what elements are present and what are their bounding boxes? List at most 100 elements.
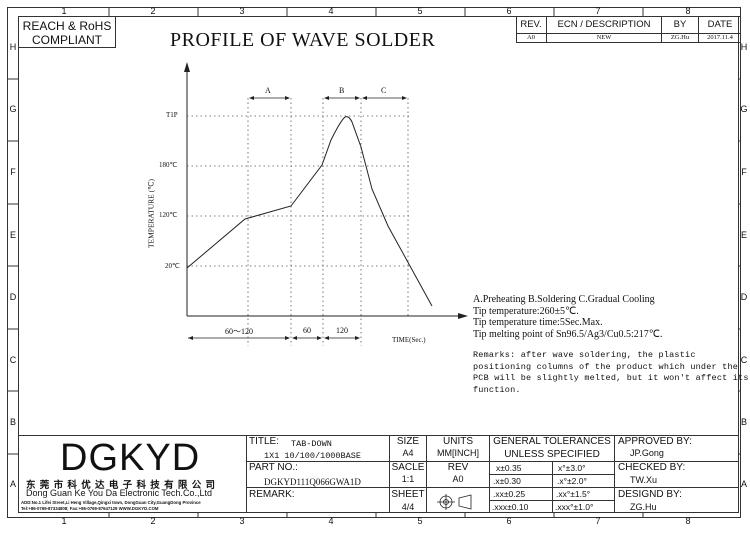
zone-col-8: 8 bbox=[685, 6, 691, 16]
zone-row-e-right: E bbox=[740, 230, 747, 240]
company-block: DGKYD 东 莞 市 科 优 达 电 子 科 技 有 限 公 司 Dong G… bbox=[18, 436, 246, 513]
rev-row-rev: A0 bbox=[527, 34, 535, 41]
checked-by-label: CHECKED BY: bbox=[618, 462, 686, 473]
zone-col-2-bottom: 2 bbox=[150, 516, 156, 526]
size-value: A4 bbox=[402, 448, 414, 458]
zone-row-a: A bbox=[9, 479, 16, 489]
rev-row-by: ZG.Hu bbox=[670, 34, 690, 41]
remarks-line-3: PCB will be slightly melted, but it won'… bbox=[473, 373, 749, 383]
zone-row-d-right: D bbox=[740, 292, 748, 302]
temperature-profile-curve bbox=[186, 116, 433, 307]
scale-label: SACLE bbox=[391, 462, 425, 473]
zone-row-g-right: G bbox=[740, 104, 748, 114]
designed-by-label: DESIGND BY: bbox=[618, 489, 682, 500]
zone-col-7: 7 bbox=[595, 6, 601, 16]
zone-row-d: D bbox=[9, 292, 17, 302]
zone-row-c: C bbox=[9, 355, 17, 365]
process-notes: A.Preheating B.Soldering C.Gradual Cooli… bbox=[473, 294, 663, 340]
zone-row-b: B bbox=[9, 417, 16, 427]
designed-by-value: ZG.Hu bbox=[630, 502, 657, 512]
compliance-line-2: COMPLIANT bbox=[31, 33, 102, 47]
time-arrowheads bbox=[188, 336, 360, 340]
zone-col-6: 6 bbox=[506, 6, 512, 16]
zone-col-2: 2 bbox=[150, 6, 156, 16]
drawing-outer-frame bbox=[7, 7, 741, 518]
part-no-value: DGKYD111Q066GWA1D bbox=[264, 477, 361, 487]
company-name-cn: 东 莞 市 科 优 达 电 子 科 技 有 限 公 司 bbox=[26, 480, 216, 491]
tolerance-angular-0: x°±3.0° bbox=[558, 463, 586, 473]
company-address: ADD:No.1 Lifei Street,Li Heng Village,Qi… bbox=[21, 500, 201, 505]
zone-row-c-right: C bbox=[740, 355, 748, 365]
rev-value: A0 bbox=[452, 474, 464, 484]
remarks-line-2: positioning columns of the product which… bbox=[473, 361, 739, 372]
note-tip-time: Tip temperature time:5Sec.Max. bbox=[473, 317, 603, 328]
time-segment-solder: 60 bbox=[303, 326, 311, 335]
company-logo: DGKYD bbox=[60, 437, 201, 479]
rev-row-date: 2017.11.4 bbox=[707, 34, 733, 41]
drawing-inner-frame bbox=[18, 16, 739, 513]
units-label: UNITS bbox=[443, 436, 473, 447]
rev-header-by: BY bbox=[673, 19, 687, 30]
time-segment-preheat: 60～120 bbox=[225, 327, 253, 336]
zone-row-f-right: F bbox=[741, 167, 747, 177]
units-value: MM[INCH] bbox=[437, 448, 479, 458]
zone-col-5: 5 bbox=[417, 6, 423, 16]
zone-col-8-bottom: 8 bbox=[685, 516, 691, 526]
phase-label-a: A bbox=[265, 86, 271, 95]
x-axis-label: TIME(Sec.) bbox=[392, 336, 426, 344]
y-tick-120: 120℃ bbox=[159, 211, 178, 219]
compliance-badge: REACH & RoHS COMPLIANT bbox=[18, 16, 116, 48]
zone-col-3-bottom: 3 bbox=[239, 516, 245, 526]
tolerance-linear-3: .xxx±0.10 bbox=[492, 502, 529, 512]
company-contact: Tel:+86-0769-87334808; Fax:+86-0769-8764… bbox=[21, 506, 159, 511]
zone-col-4: 4 bbox=[328, 6, 334, 16]
time-segment-cooling: 120 bbox=[336, 326, 348, 335]
note-tip-temperature: Tip temperature:260±5℃. bbox=[473, 305, 579, 317]
rev-header-description: ECN / DESCRIPTION bbox=[557, 19, 651, 30]
zone-row-h: H bbox=[9, 42, 17, 52]
rev-row-description: NEW bbox=[596, 34, 612, 41]
company-name-en: Dong Guan Ke You Da Electronic Tech.Co.,… bbox=[26, 488, 212, 498]
zone-row-a-right: A bbox=[740, 479, 747, 489]
title-value-1: TAB-DOWN bbox=[291, 439, 332, 449]
zone-row-b-right: B bbox=[740, 417, 747, 427]
zone-col-3: 3 bbox=[239, 6, 245, 16]
zone-col-1: 1 bbox=[61, 6, 67, 16]
title-value-2: 1X1 10/100/1000BASE bbox=[264, 451, 361, 461]
drawing-title: PROFILE OF WAVE SOLDER bbox=[170, 29, 436, 51]
compliance-line-1: REACH & RoHS bbox=[22, 19, 112, 33]
x-axis-arrow bbox=[458, 313, 468, 319]
tolerance-linear-2: .xx±0.25 bbox=[493, 489, 526, 499]
remarks-line-4: function. bbox=[473, 384, 521, 395]
remarks-line-1: Remarks: after wave soldering, the plast… bbox=[473, 350, 696, 360]
phase-label-c: C bbox=[381, 86, 387, 95]
remarks-text: Remarks: after wave soldering, the plast… bbox=[473, 350, 749, 396]
tolerances-title-2: UNLESS SPECIFIED bbox=[504, 449, 600, 460]
tolerance-linear-1: .x±0.30 bbox=[493, 476, 521, 486]
zone-col-6-bottom: 6 bbox=[506, 516, 512, 526]
title-label: TITLE: bbox=[249, 436, 280, 447]
rev-header-date: DATE bbox=[707, 19, 733, 30]
phase-legend: A.Preheating B.Soldering C.Gradual Cooli… bbox=[473, 294, 655, 305]
rev-label: REV bbox=[447, 462, 469, 473]
zone-row-h-right: H bbox=[740, 42, 748, 52]
part-no-label: PART NO.: bbox=[249, 462, 298, 473]
tolerance-angular-3: .xxx°±1.0° bbox=[555, 502, 594, 512]
zone-col-1-bottom: 1 bbox=[61, 516, 67, 526]
projection-symbol-icon bbox=[437, 494, 472, 510]
sheet-label: SHEET bbox=[391, 489, 425, 500]
zone-col-7-bottom: 7 bbox=[595, 516, 601, 526]
revision-table: REV. ECN / DESCRIPTION BY DATE A0 NEW ZG… bbox=[516, 16, 741, 43]
tolerances-title-1: GENERAL TOLERANCES bbox=[493, 436, 611, 447]
zone-col-5-bottom: 5 bbox=[417, 516, 423, 526]
phase-arrowheads bbox=[249, 96, 407, 100]
tolerance-angular-1: .x°±2.0° bbox=[557, 476, 587, 486]
checked-by-value: TW.Xu bbox=[630, 475, 658, 485]
zone-row-f: F bbox=[10, 167, 16, 177]
guide-lines bbox=[187, 98, 409, 346]
zone-row-g: G bbox=[9, 104, 17, 114]
rev-header-rev: REV. bbox=[520, 19, 542, 30]
